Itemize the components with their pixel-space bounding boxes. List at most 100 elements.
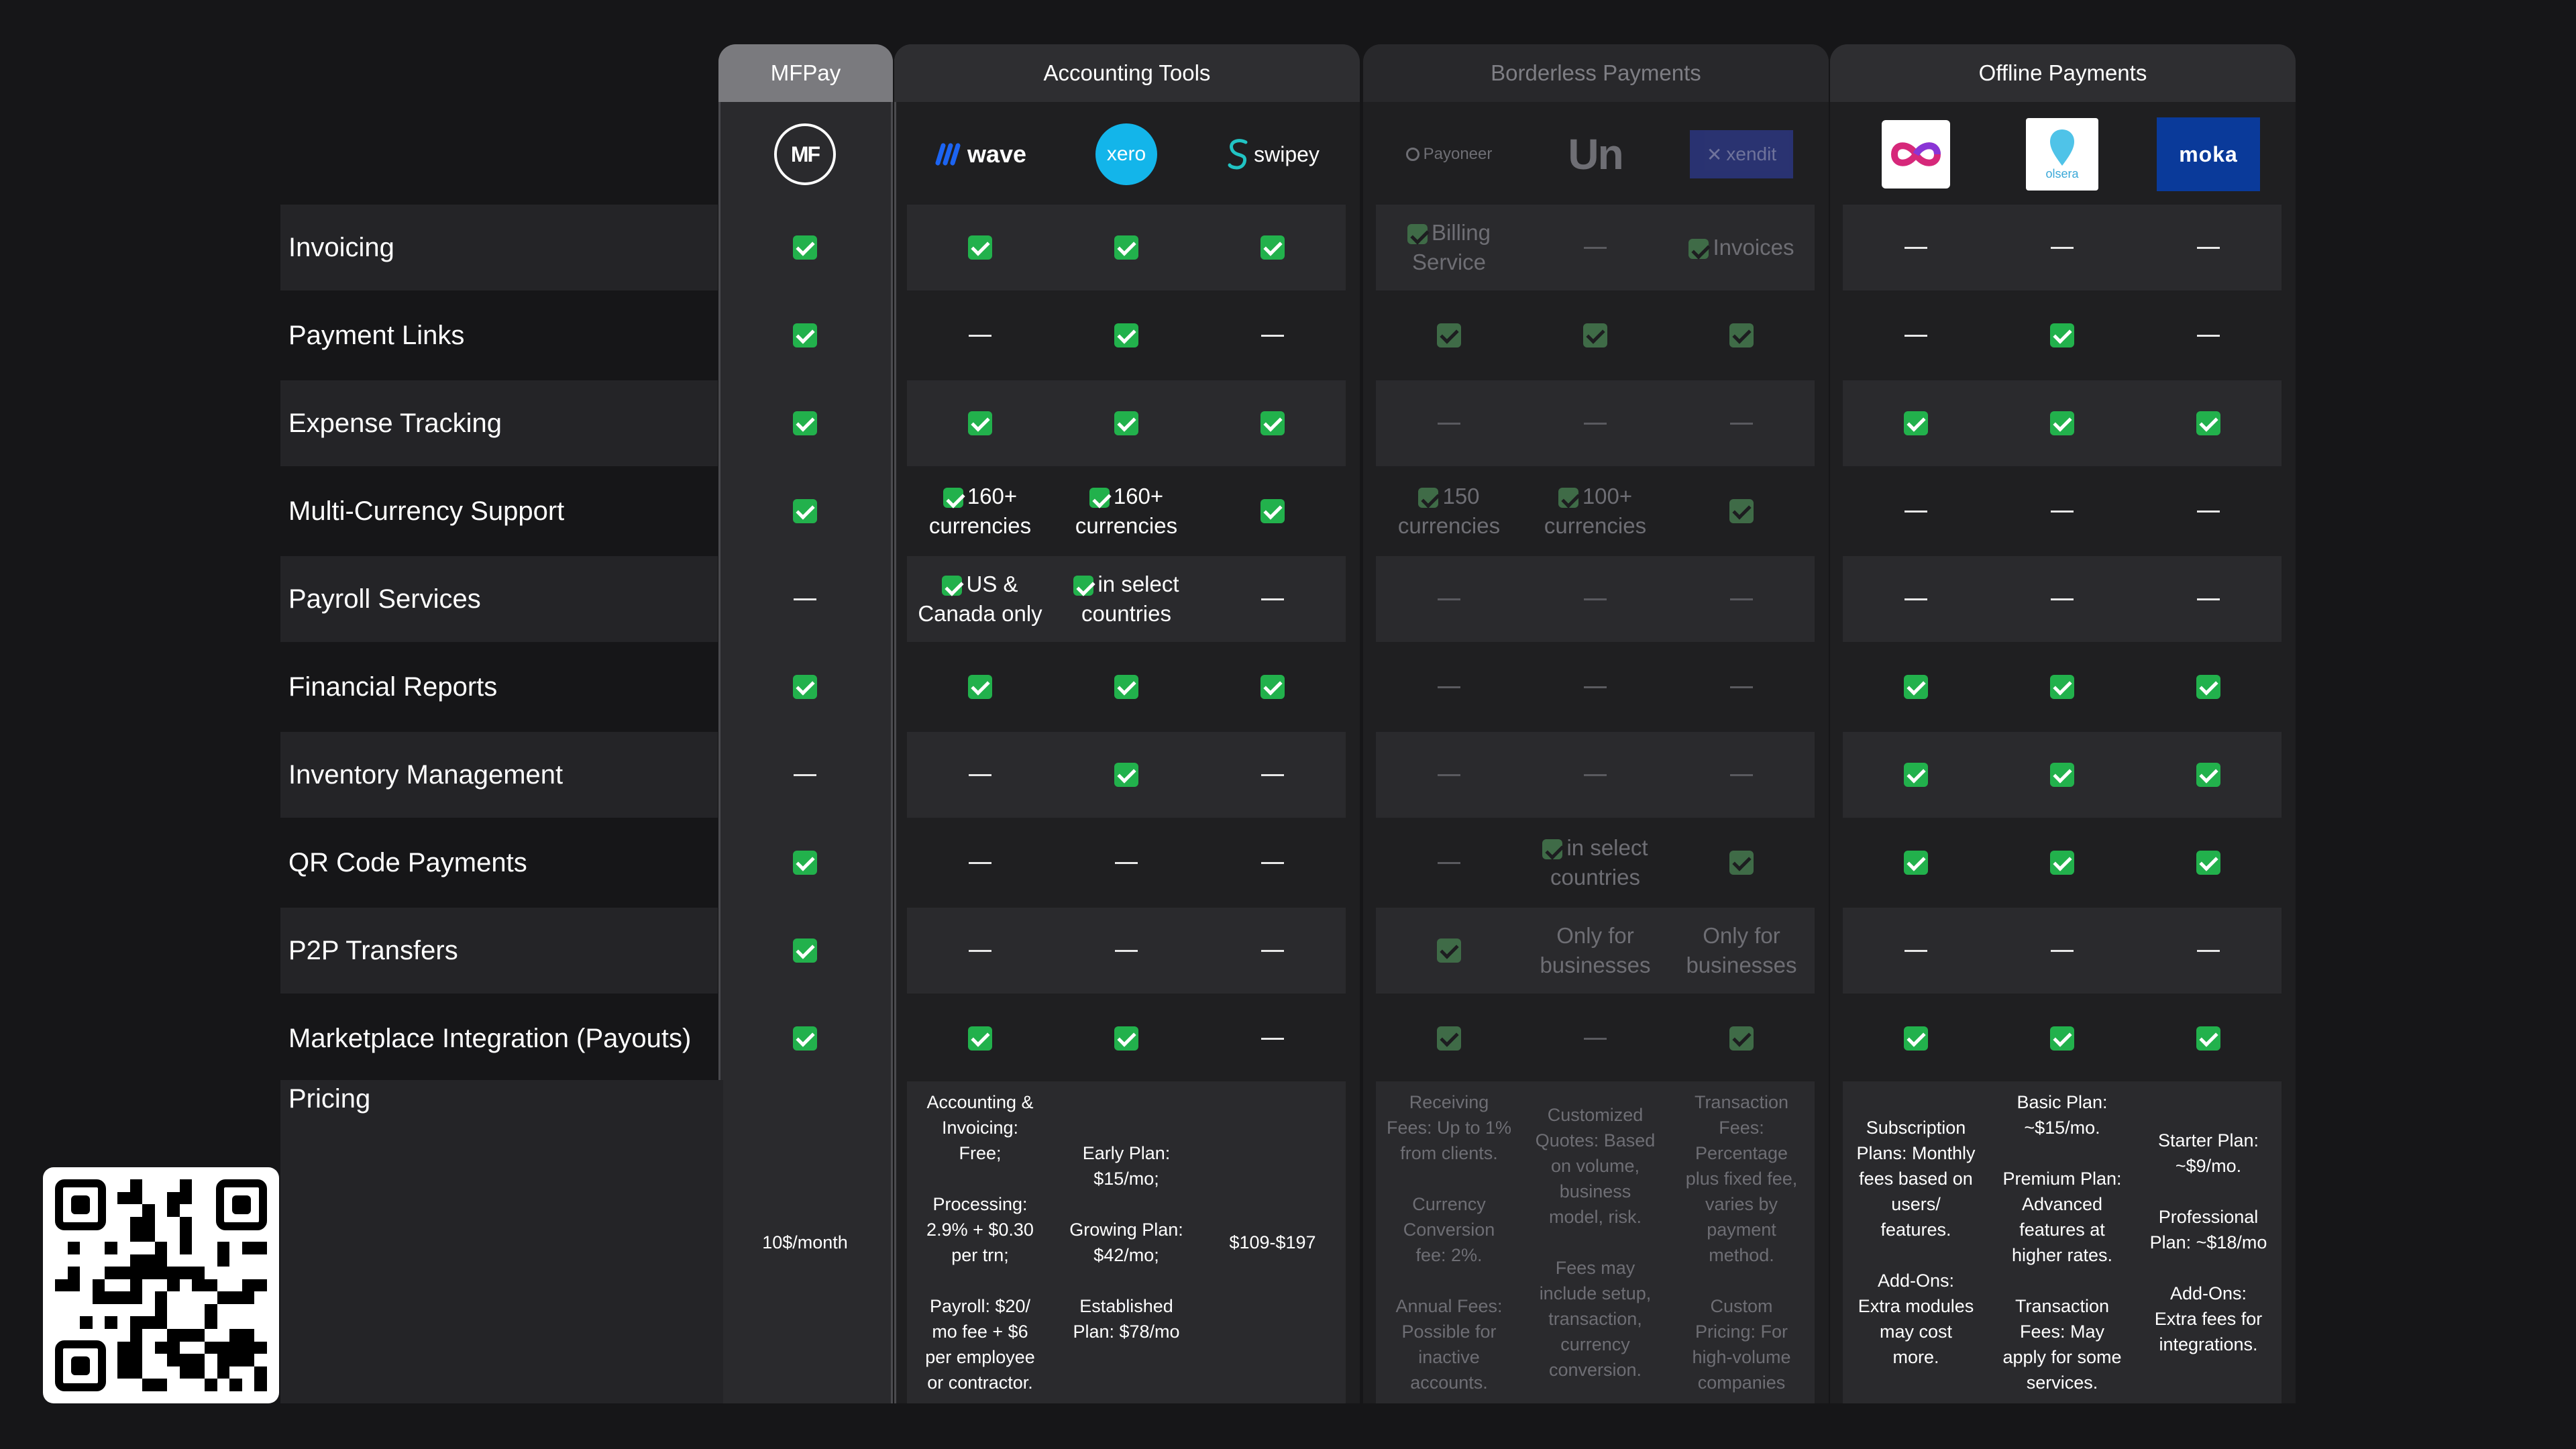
qr-module [179,1229,193,1242]
table-cell [2135,732,2282,818]
qr-module [129,1279,143,1292]
check-icon [1558,488,1578,508]
dash-icon [969,861,991,864]
qr-module [117,1267,130,1279]
dash-icon [1904,949,1927,952]
table-cell: 150 currencies [1376,468,1522,554]
qr-code [43,1167,279,1403]
check-icon [2050,1026,2074,1051]
table-cell [907,292,1053,378]
qr-module [241,1241,255,1254]
qr-module [179,1329,193,1342]
dash-icon [2051,598,2074,600]
table-cell [732,556,878,642]
table-cell [1668,996,1815,1081]
dash-icon [1261,1037,1284,1040]
pricing-cell: $109-$197 [1199,1081,1346,1403]
qr-module [217,1254,230,1267]
xero-logo: xero [1053,104,1199,205]
check-icon [1114,235,1138,260]
table-cell [1989,644,2135,730]
qr-module [67,1241,80,1254]
check-icon [1260,499,1285,523]
qr-module [229,1379,242,1391]
pricing-cell: Transaction Fees: Percentage plus fixed … [1668,1081,1815,1403]
qr-module [154,1341,168,1354]
cell-text: 160+ currencies [1075,484,1178,538]
xero-logo-text: xero [1095,123,1157,185]
table-cell: 160+ currencies [907,468,1053,554]
row-label: Financial Reports [288,672,498,702]
table-cell [907,996,1053,1081]
qr-module [254,1366,267,1379]
dash-icon [1261,949,1284,952]
table-cell [1376,644,1522,730]
dash-icon [1730,422,1753,425]
dash-icon [1261,334,1284,337]
qr-module [80,1316,93,1330]
dash-icon [2197,949,2220,952]
infinity-logo [1843,104,1989,205]
check-icon [2050,323,2074,347]
table-cell [1522,556,1668,642]
row-label: Expense Tracking [280,380,718,466]
table-cell [1989,732,2135,818]
qr-module [129,1267,143,1279]
cell-content: 160+ currencies [907,482,1053,541]
qr-finder-top-right [216,1179,267,1230]
cell-content: Only for businesses [1668,921,1815,980]
qr-module [217,1341,230,1354]
qr-module [192,1279,205,1292]
table-cell [1376,556,1522,642]
dash-icon [969,773,991,776]
table-cell [2135,820,2282,906]
dash-icon [1438,773,1460,776]
table-cell [1989,820,2135,906]
table-cell [1989,556,2135,642]
dash-icon [1584,598,1607,600]
table-cell [1522,732,1668,818]
qr-module [67,1267,80,1279]
table-cell [1053,380,1199,466]
table-cell [1199,556,1346,642]
table-cell [1668,468,1815,554]
table-cell: Billing Service [1376,205,1522,290]
check-icon [1114,1026,1138,1051]
un-logo-text: Un [1568,130,1623,178]
qr-module [167,1267,180,1279]
table-cell: Only for businesses [1522,908,1668,994]
qr-module [129,1254,143,1267]
check-icon [793,938,817,963]
table-cell [732,468,878,554]
qr-module [129,1354,143,1366]
dash-icon [2197,510,2220,513]
dash-icon [1438,598,1460,600]
table-cell [1199,205,1346,290]
table-cell [732,205,878,290]
table-cell [732,908,878,994]
qr-module [117,1341,130,1354]
table-cell [1376,908,1522,994]
cell-text: 160+ currencies [928,484,1032,538]
olsera-logo: olsera [1989,104,2135,205]
row-label: Multi-Currency Support [288,496,565,526]
row-label: Payroll Services [280,556,718,642]
pricing-cell: Accounting & Invoicing: Free; Processing… [907,1081,1053,1403]
check-icon [1418,488,1439,508]
qr-module [129,1179,143,1192]
table-cell [1053,292,1199,378]
qr-module [105,1291,117,1304]
cell-content: 150 currencies [1376,482,1522,541]
group-header-accounting-tools: Accounting Tools [894,44,1360,102]
swipey-logo-text: swipey [1254,142,1320,166]
group-header-borderless-payments: Borderless Payments [1363,44,1829,102]
check-icon [1437,1026,1461,1051]
table-cell [1376,996,1522,1081]
qr-module [254,1379,267,1391]
qr-finder-top-left [55,1179,106,1230]
cell-text: in select countries [1550,835,1648,890]
pricing-cell: Customized Quotes: Based on volume, busi… [1522,1081,1668,1403]
check-icon [1729,323,1754,347]
table-cell [1668,820,1815,906]
row-label: Payment Links [288,320,465,350]
